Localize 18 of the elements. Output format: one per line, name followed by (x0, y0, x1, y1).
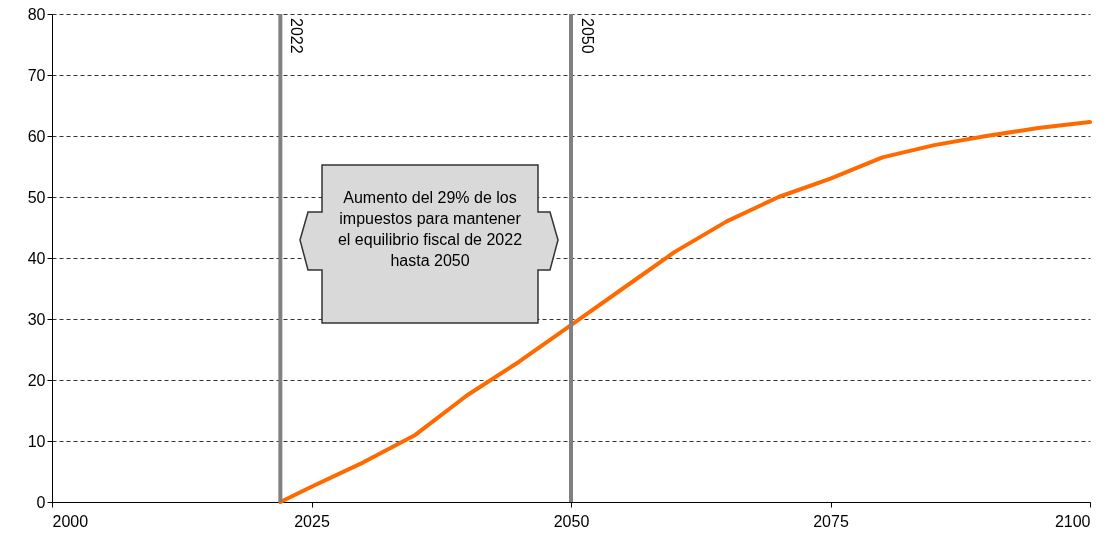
y-tick-label: 60 (27, 127, 46, 145)
x-tick-label: 2050 (553, 512, 590, 530)
y-tick-label: 20 (27, 371, 46, 389)
annotation: Aumento del 29% de los impuestos para mantener el equilibrio fiscal de 2022 hasta 2050 (336, 188, 524, 271)
x-tick-label: 2025 (294, 512, 330, 530)
y-tick-label: 10 (27, 432, 46, 450)
y-tick-label: 30 (27, 310, 46, 328)
y-tick-label: 50 (27, 188, 46, 206)
x-tick-label: 2075 (813, 512, 849, 530)
y-tick-label: 80 (27, 5, 46, 23)
ref-line-label: 2050 (579, 18, 596, 54)
y-tick-label: 40 (27, 249, 46, 267)
line-series (278, 119, 1092, 504)
ref-line-label: 2022 (288, 18, 306, 54)
y-tick-label: 70 (27, 66, 46, 84)
y-tick-label: 0 (36, 493, 46, 511)
x-tick-label: 2000 (52, 512, 89, 530)
x-tick-label: 2100 (1054, 512, 1091, 530)
